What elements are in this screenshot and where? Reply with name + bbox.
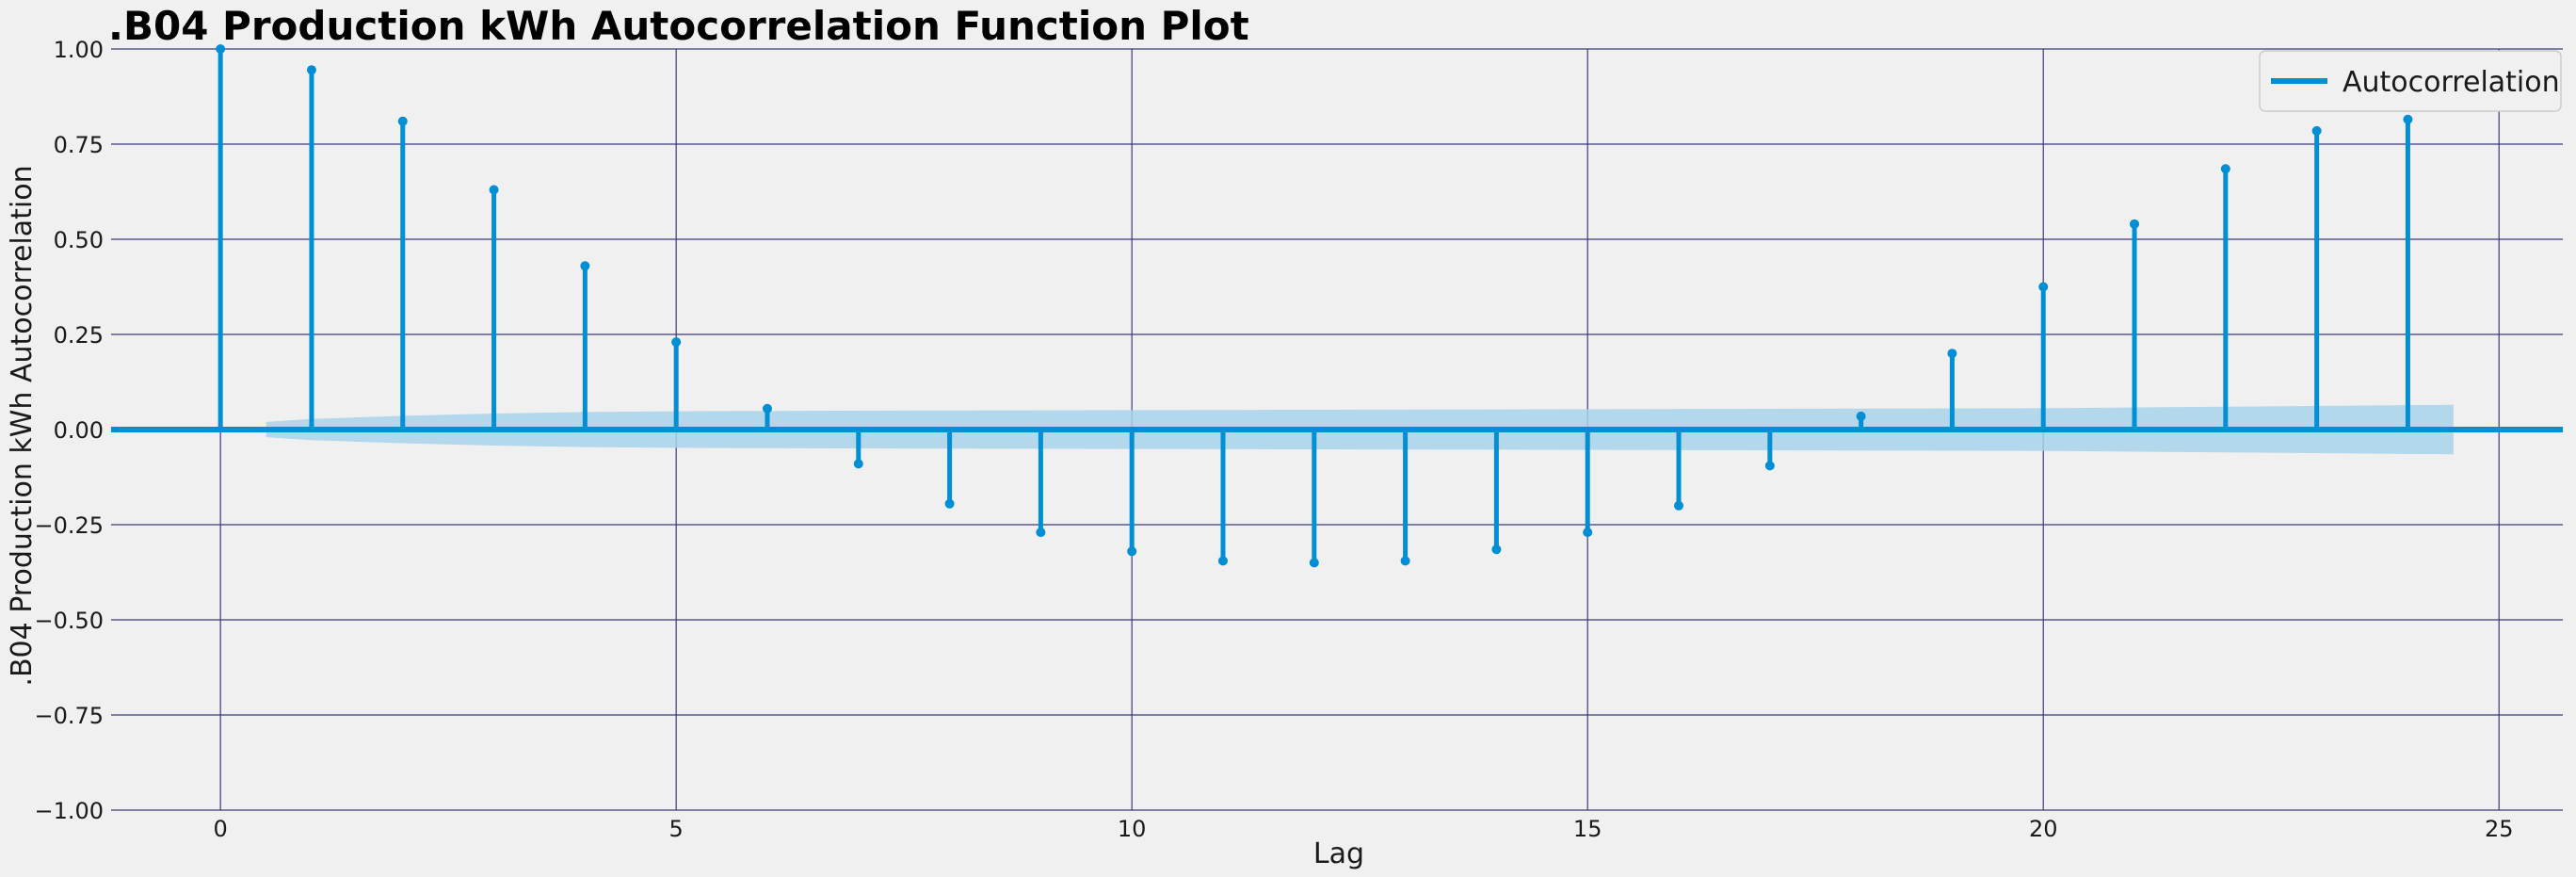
y-tick-label-2: −0.50 xyxy=(34,608,104,634)
y-tick-label-6: 0.50 xyxy=(54,227,104,253)
stem-marker-lag-11 xyxy=(1217,556,1228,566)
stem-marker-lag-22 xyxy=(2220,164,2230,174)
stem-marker-lag-15 xyxy=(1583,528,1593,538)
x-axis-label: Lag xyxy=(1313,837,1364,870)
x-tick-label-3: 15 xyxy=(1573,816,1602,842)
y-tick-label-0: −1.00 xyxy=(34,798,104,824)
stem-marker-lag-9 xyxy=(1036,528,1046,538)
stem-marker-lag-16 xyxy=(1674,500,1684,511)
x-tick-label-0: 0 xyxy=(214,816,228,842)
tick-labels: −1.00 −0.75 −0.50 −0.25 0.00 0.25 0.50 0.75 1.00… xyxy=(34,37,2513,842)
stem-marker-lag-7 xyxy=(853,459,863,469)
y-tick-label-8: 1.00 xyxy=(54,37,104,63)
stem-marker-lag-19 xyxy=(1947,349,1957,359)
stem-marker-lag-13 xyxy=(1400,556,1410,566)
y-axis-label: .B04 Production kWh Autocorrelation xyxy=(6,165,39,686)
legend: Autocorrelation xyxy=(2259,50,2562,112)
stem-marker-lag-8 xyxy=(944,498,955,509)
y-tick-label-5: 0.25 xyxy=(54,322,104,349)
y-tick-label-4: 0.00 xyxy=(54,417,104,444)
stem-marker-lag-5 xyxy=(671,337,682,348)
legend-box xyxy=(2259,50,2562,112)
y-tick-label-1: −0.75 xyxy=(34,703,104,729)
y-tick-label-7: 0.75 xyxy=(54,132,104,158)
stem-marker-lag-10 xyxy=(1127,546,1137,557)
stem-marker-lag-2 xyxy=(397,116,408,126)
stem-marker-lag-18 xyxy=(1856,411,1866,421)
stem-marker-lag-12 xyxy=(1309,558,1319,568)
stem-marker-lag-3 xyxy=(489,185,499,195)
x-tick-label-1: 5 xyxy=(669,816,684,842)
stems xyxy=(111,44,2563,568)
y-tick-label-3: −0.25 xyxy=(34,512,104,539)
chart-title: .B04 Production kWh Autocorrelation Func… xyxy=(108,3,1249,49)
stem-marker-lag-21 xyxy=(2130,219,2140,229)
stem-marker-lag-4 xyxy=(580,261,590,271)
x-tick-label-5: 25 xyxy=(2485,816,2514,842)
stem-marker-lag-20 xyxy=(2038,282,2049,292)
stem-marker-lag-23 xyxy=(2311,125,2322,136)
stem-marker-lag-17 xyxy=(1764,461,1775,471)
stem-marker-lag-0 xyxy=(216,44,226,54)
x-tick-label-2: 10 xyxy=(1118,816,1147,842)
x-tick-label-4: 20 xyxy=(2029,816,2058,842)
stem-marker-lag-6 xyxy=(762,403,772,414)
stem-marker-lag-24 xyxy=(2403,114,2413,124)
stem-marker-lag-1 xyxy=(306,65,316,75)
legend-entry-autocorrelation: Autocorrelation xyxy=(2343,66,2560,99)
stem-marker-lag-14 xyxy=(1491,544,1502,555)
